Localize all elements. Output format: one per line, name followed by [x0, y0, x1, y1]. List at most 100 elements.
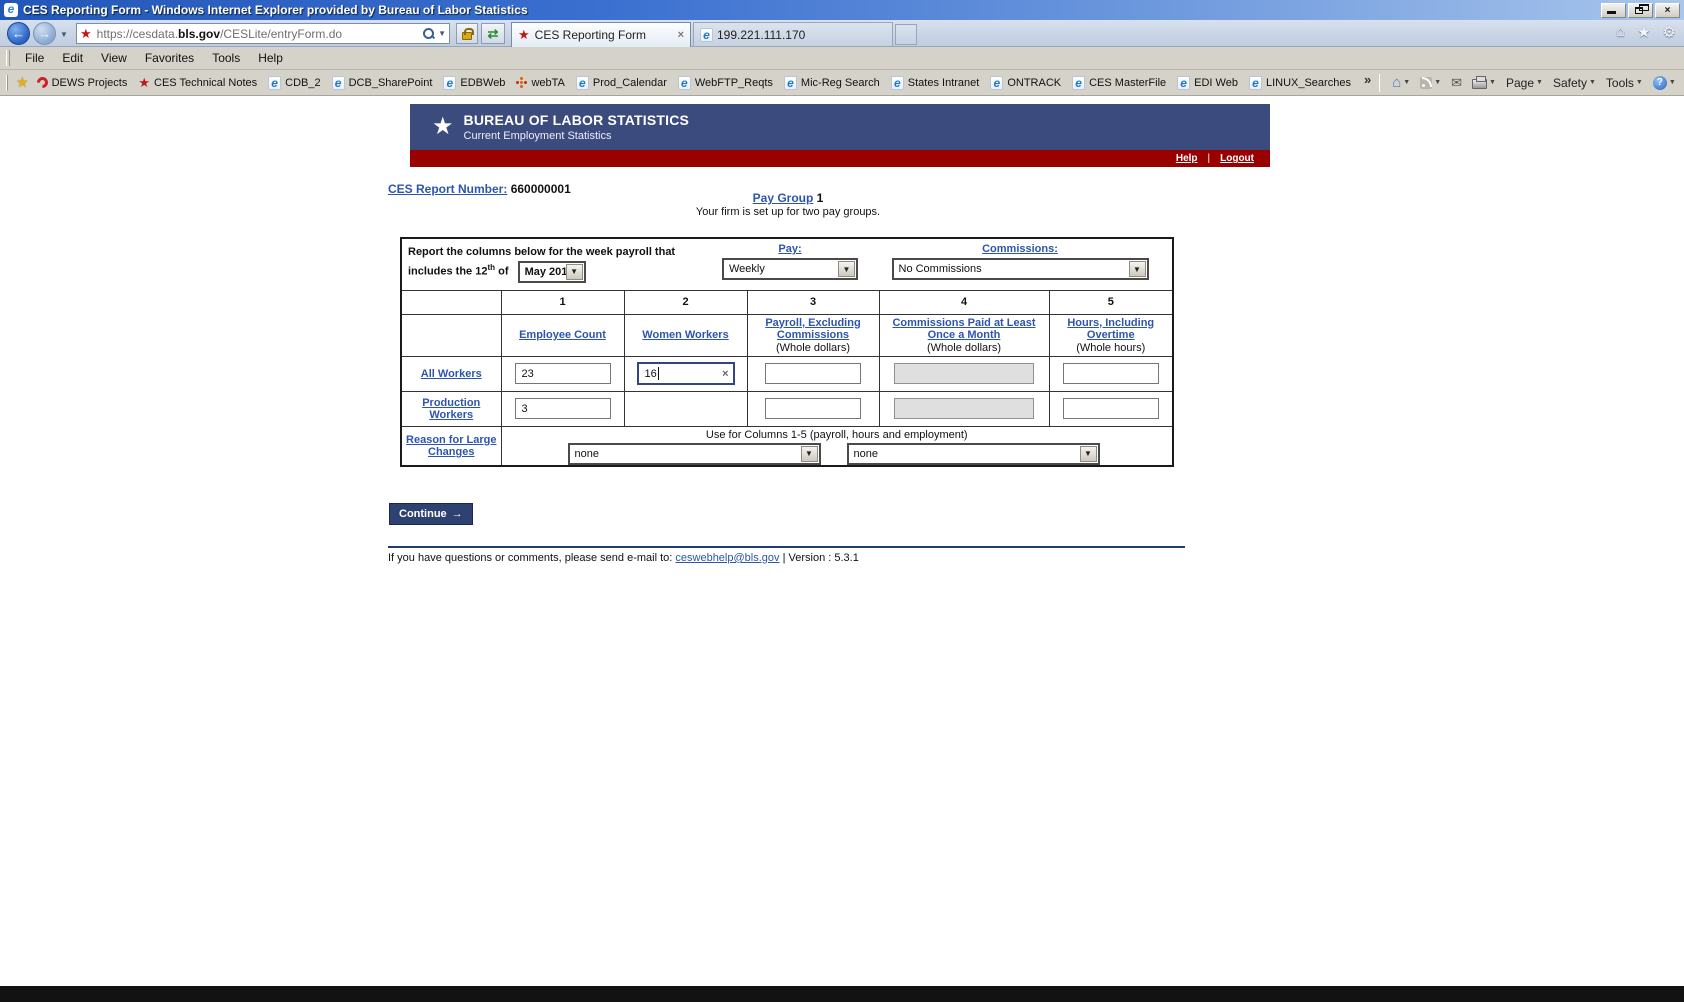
forward-button[interactable]: → [33, 22, 56, 45]
feeds-button[interactable]: ▼ [1420, 76, 1441, 89]
production-workers-employee-count-input[interactable] [514, 398, 611, 419]
favorite-label: EDI Web [1194, 76, 1238, 89]
reason-select-2[interactable]: none ▼ [846, 442, 1100, 465]
favorite-webta[interactable]: webTA [516, 77, 565, 89]
footer-email-link[interactable]: ceswebhelp@bls.gov [675, 552, 780, 564]
chevron-down-icon: ▼ [838, 261, 855, 277]
favorite-linux-searches[interactable]: e LINUX_Searches [1248, 75, 1351, 90]
new-tab-button[interactable] [895, 24, 917, 45]
safety-menu-button[interactable]: Safety ▼ [1553, 76, 1596, 90]
reason-select-1[interactable]: none ▼ [567, 442, 821, 465]
logout-link[interactable]: Logout [1220, 153, 1254, 164]
pay-link[interactable]: Pay: [778, 243, 802, 255]
ie-page-icon: e [1248, 75, 1262, 90]
all-workers-link[interactable]: All Workers [420, 367, 482, 380]
production-workers-link[interactable]: Production Workers [422, 396, 481, 421]
column-number: 2 [623, 289, 748, 315]
page-menu-button[interactable]: Page ▼ [1506, 76, 1543, 90]
menu-edit[interactable]: Edit [62, 51, 84, 65]
home-icon: ⌂ [1392, 74, 1402, 91]
favorite-cdb2[interactable]: e CDB_2 [268, 75, 321, 90]
continue-button[interactable]: Continue → [389, 503, 473, 525]
minimize-button[interactable] [1601, 2, 1626, 18]
menu-file[interactable]: File [25, 51, 45, 65]
spacer-cell [400, 313, 502, 357]
security-report-button[interactable] [456, 23, 478, 44]
column-header-employee-count[interactable]: Employee Count [519, 329, 606, 341]
favorite-ces-technical-notes[interactable]: ★ CES Technical Notes [138, 75, 257, 91]
all-workers-hours-input[interactable] [1062, 363, 1159, 384]
favorite-label: DEWS Projects [51, 76, 128, 89]
month-select[interactable]: May 2017 ▼ [517, 260, 586, 283]
production-workers-payroll-input[interactable] [765, 398, 861, 419]
column-header-payroll[interactable]: Payroll, Excluding Commissions [765, 316, 861, 341]
column-header-women-workers[interactable]: Women Workers [642, 329, 729, 341]
ces-report-number-link[interactable]: CES Report Number: [388, 182, 508, 196]
column-header-hours[interactable]: Hours, Including Overtime [1067, 316, 1155, 341]
favorite-label: WebFTP_Reqts [694, 76, 773, 89]
close-button[interactable]: × [1655, 2, 1680, 18]
all-workers-payroll-input[interactable] [765, 363, 861, 384]
menu-tools[interactable]: Tools [212, 51, 241, 65]
read-mail-button[interactable]: ✉ [1451, 75, 1462, 91]
help-link[interactable]: Help [1175, 153, 1198, 164]
window-title: CES Reporting Form - Windows Internet Ex… [23, 3, 528, 17]
tab-ces-reporting-form[interactable]: ★ CES Reporting Form × [511, 22, 691, 47]
all-workers-employee-count-input[interactable] [514, 363, 611, 384]
all-workers-women-workers-input[interactable]: 16 × [636, 362, 735, 385]
search-dropdown-icon[interactable]: ▼ [438, 29, 446, 38]
tab-ip-address[interactable]: e 199.221.111.170 [693, 22, 893, 47]
clear-input-icon[interactable]: × [722, 367, 729, 380]
favorite-mic-reg-search[interactable]: e Mic-Reg Search [783, 75, 880, 90]
favorite-prod-calendar[interactable]: e Prod_Calendar [575, 75, 667, 90]
favorites-overflow-icon[interactable]: » [1363, 72, 1372, 87]
ie-page-icon: e [268, 75, 282, 90]
bls-header-banner: ★ BUREAU OF LABOR STATISTICS Current Emp… [410, 104, 1270, 167]
pay-group-link[interactable]: Pay Group [752, 191, 814, 205]
restore-button[interactable] [1628, 2, 1653, 18]
reason-note: Use for Columns 1-5 (payroll, hours and … [705, 428, 968, 441]
address-bar[interactable]: ★ https://cesdata. bls.gov/CESLite/entryF… [76, 23, 450, 44]
agency-title: BUREAU OF LABOR STATISTICS [463, 112, 690, 128]
favorite-ces-masterfile[interactable]: e CES MasterFile [1072, 75, 1166, 90]
history-dropdown-icon[interactable]: ▼ [60, 30, 68, 39]
favorite-webftp-reqts[interactable]: e WebFTP_Reqts [677, 75, 773, 90]
tab-close-icon[interactable]: × [677, 29, 684, 41]
favorite-label: ONTRACK [1007, 76, 1062, 89]
production-workers-hours-input[interactable] [1062, 398, 1159, 419]
menu-help[interactable]: Help [258, 51, 283, 65]
commissions-select-value: No Commissions [898, 263, 982, 275]
refresh-button[interactable]: ⇄ [481, 23, 505, 44]
home-icon[interactable]: ⌂ [1616, 23, 1626, 40]
table-row-production-workers: Production Workers [400, 390, 1174, 427]
favorite-edbweb[interactable]: e EDBWeb [443, 75, 505, 90]
add-favorite-icon[interactable]: ★ [16, 74, 29, 90]
commissions-select[interactable]: No Commissions ▼ [891, 258, 1149, 280]
back-button[interactable]: ← [7, 22, 30, 45]
home-menu-button[interactable]: ⌂ ▼ [1392, 74, 1410, 91]
favorite-ontrack[interactable]: e ONTRACK [990, 75, 1062, 90]
print-button[interactable]: ▼ [1472, 76, 1496, 89]
reason-for-large-changes-link[interactable]: Reason for Large Changes [406, 434, 496, 458]
favorite-label: DCB_SharePoint [348, 76, 433, 89]
favorite-dews-projects[interactable]: DEWS Projects [34, 74, 128, 91]
pay-select[interactable]: Weekly ▼ [722, 258, 858, 280]
commissions-link[interactable]: Commissions: [982, 243, 1058, 255]
gear-icon[interactable]: ⚙ [1662, 24, 1676, 41]
favorites-icon[interactable]: ★ [1637, 24, 1651, 41]
favorite-dcb-sharepoint[interactable]: e DCB_SharePoint [331, 75, 433, 90]
menu-view[interactable]: View [101, 51, 127, 65]
tools-menu-button[interactable]: Tools ▼ [1606, 76, 1643, 90]
intro-superscript: th [487, 263, 496, 272]
continue-label: Continue [399, 508, 447, 520]
pay-group-note: Your firm is set up for two pay groups. [695, 206, 881, 218]
search-icon[interactable] [423, 28, 435, 39]
footer-version: | Version : 5.3.1 [782, 552, 859, 564]
favorite-states-intranet[interactable]: e States Intranet [890, 75, 979, 90]
menu-favorites[interactable]: Favorites [144, 51, 195, 65]
intro-line2: includes the 12 [408, 265, 488, 278]
help-menu-button[interactable]: ? ▼ [1652, 75, 1676, 90]
favorite-edi-web[interactable]: e EDI Web [1177, 75, 1238, 90]
column-header-commissions-paid[interactable]: Commissions Paid at Least Once a Month [892, 316, 1036, 341]
